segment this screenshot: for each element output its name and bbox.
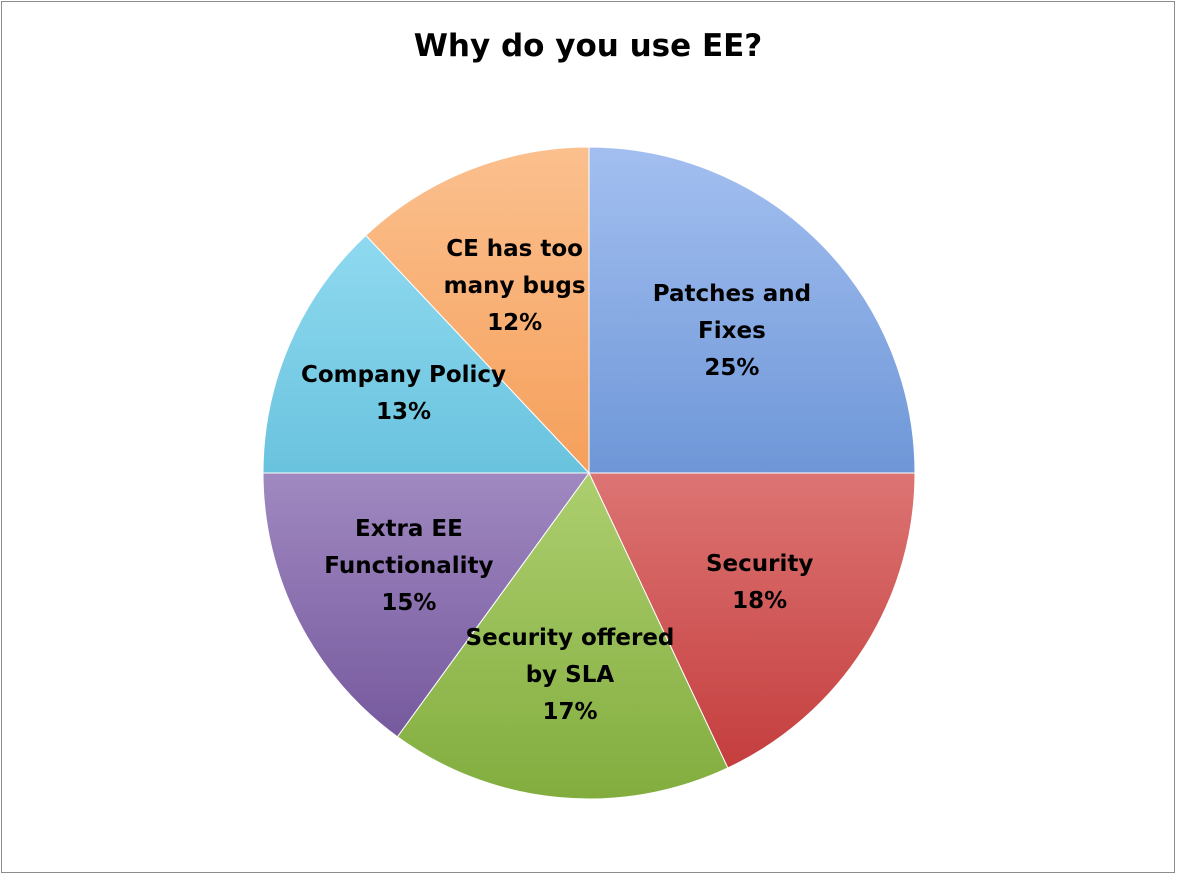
chart-title: Why do you use EE? — [413, 28, 763, 64]
pie-slice — [588, 472, 916, 769]
slice-category-label: Security — [706, 551, 813, 577]
slice-category-label: by SLA — [526, 662, 615, 688]
slice-value-label: 17% — [542, 699, 597, 725]
slice-category-label: Company Policy — [301, 362, 506, 388]
slice-category-label: Security offered — [466, 625, 675, 651]
slice-label: Security offered by SLA 17% — [466, 625, 675, 725]
slice-label: Security 18% — [706, 551, 813, 614]
slice-value-label: 12% — [487, 310, 542, 336]
slice-category-label: Fixes — [698, 318, 766, 344]
slice-label: Patches and Fixes 25% — [653, 281, 811, 381]
pie-slice — [365, 146, 590, 475]
slice-category-label: CE has too — [446, 236, 583, 262]
slice-category-label: Extra EE — [355, 516, 463, 542]
slice-value-label: 25% — [704, 355, 759, 381]
slice-value-label: 15% — [381, 590, 436, 616]
slice-label: Company Policy 13% — [301, 362, 506, 425]
slice-value-label: 18% — [732, 588, 787, 614]
slice-category-label: Functionality — [324, 553, 493, 579]
pie-slice — [262, 472, 590, 738]
pie-slice — [396, 472, 729, 800]
pie-labels: Patches and Fixes 25% Security 18% Security o… — [301, 236, 813, 725]
slice-value-label: 13% — [376, 399, 431, 425]
slice-category-label: Patches and — [653, 281, 811, 307]
pie-slice — [588, 146, 916, 474]
slice-category-label: many bugs — [444, 273, 586, 299]
pie-slice — [262, 234, 591, 474]
slice-label: Extra EE Functionality 15% — [324, 516, 493, 616]
slice-label: CE has too many bugs 12% — [444, 236, 586, 336]
pie-slices — [262, 146, 916, 800]
